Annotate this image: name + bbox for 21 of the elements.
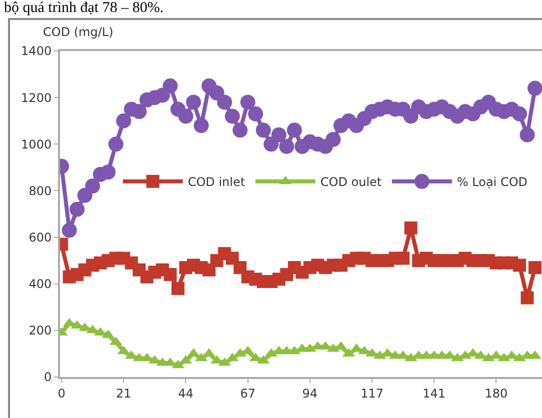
- y-tick-label: 1400: [21, 44, 52, 58]
- y-tick-label: 1000: [21, 137, 52, 152]
- y-tick-label: 800: [28, 184, 52, 198]
- x-tick-label: 67: [240, 386, 256, 400]
- y-tick-label: 600: [28, 230, 52, 244]
- legend-label: % Loại COD: [456, 175, 528, 190]
- legend-label: COD oulet: [320, 175, 382, 190]
- x-tick-label: 0: [58, 386, 66, 400]
- legend-label: COD inlet: [188, 175, 246, 190]
- x-tick-label: 117: [360, 386, 384, 400]
- y-axis-title: COD (mg/L): [43, 25, 114, 39]
- x-tick-label: 141: [422, 386, 446, 400]
- x-tick-label: 21: [116, 386, 132, 400]
- y-tick-label: 0: [44, 370, 52, 384]
- text: bộ quá trình đạt 78 – 80%.: [3, 0, 165, 16]
- y-tick-label: 400: [28, 277, 52, 292]
- x-tick-label: 180: [484, 386, 508, 400]
- y-tick-label: 200: [28, 324, 52, 338]
- x-tick-label: 44: [178, 386, 194, 400]
- x-tick-label: 94: [302, 386, 318, 400]
- y-tick-label: 1200: [21, 90, 52, 105]
